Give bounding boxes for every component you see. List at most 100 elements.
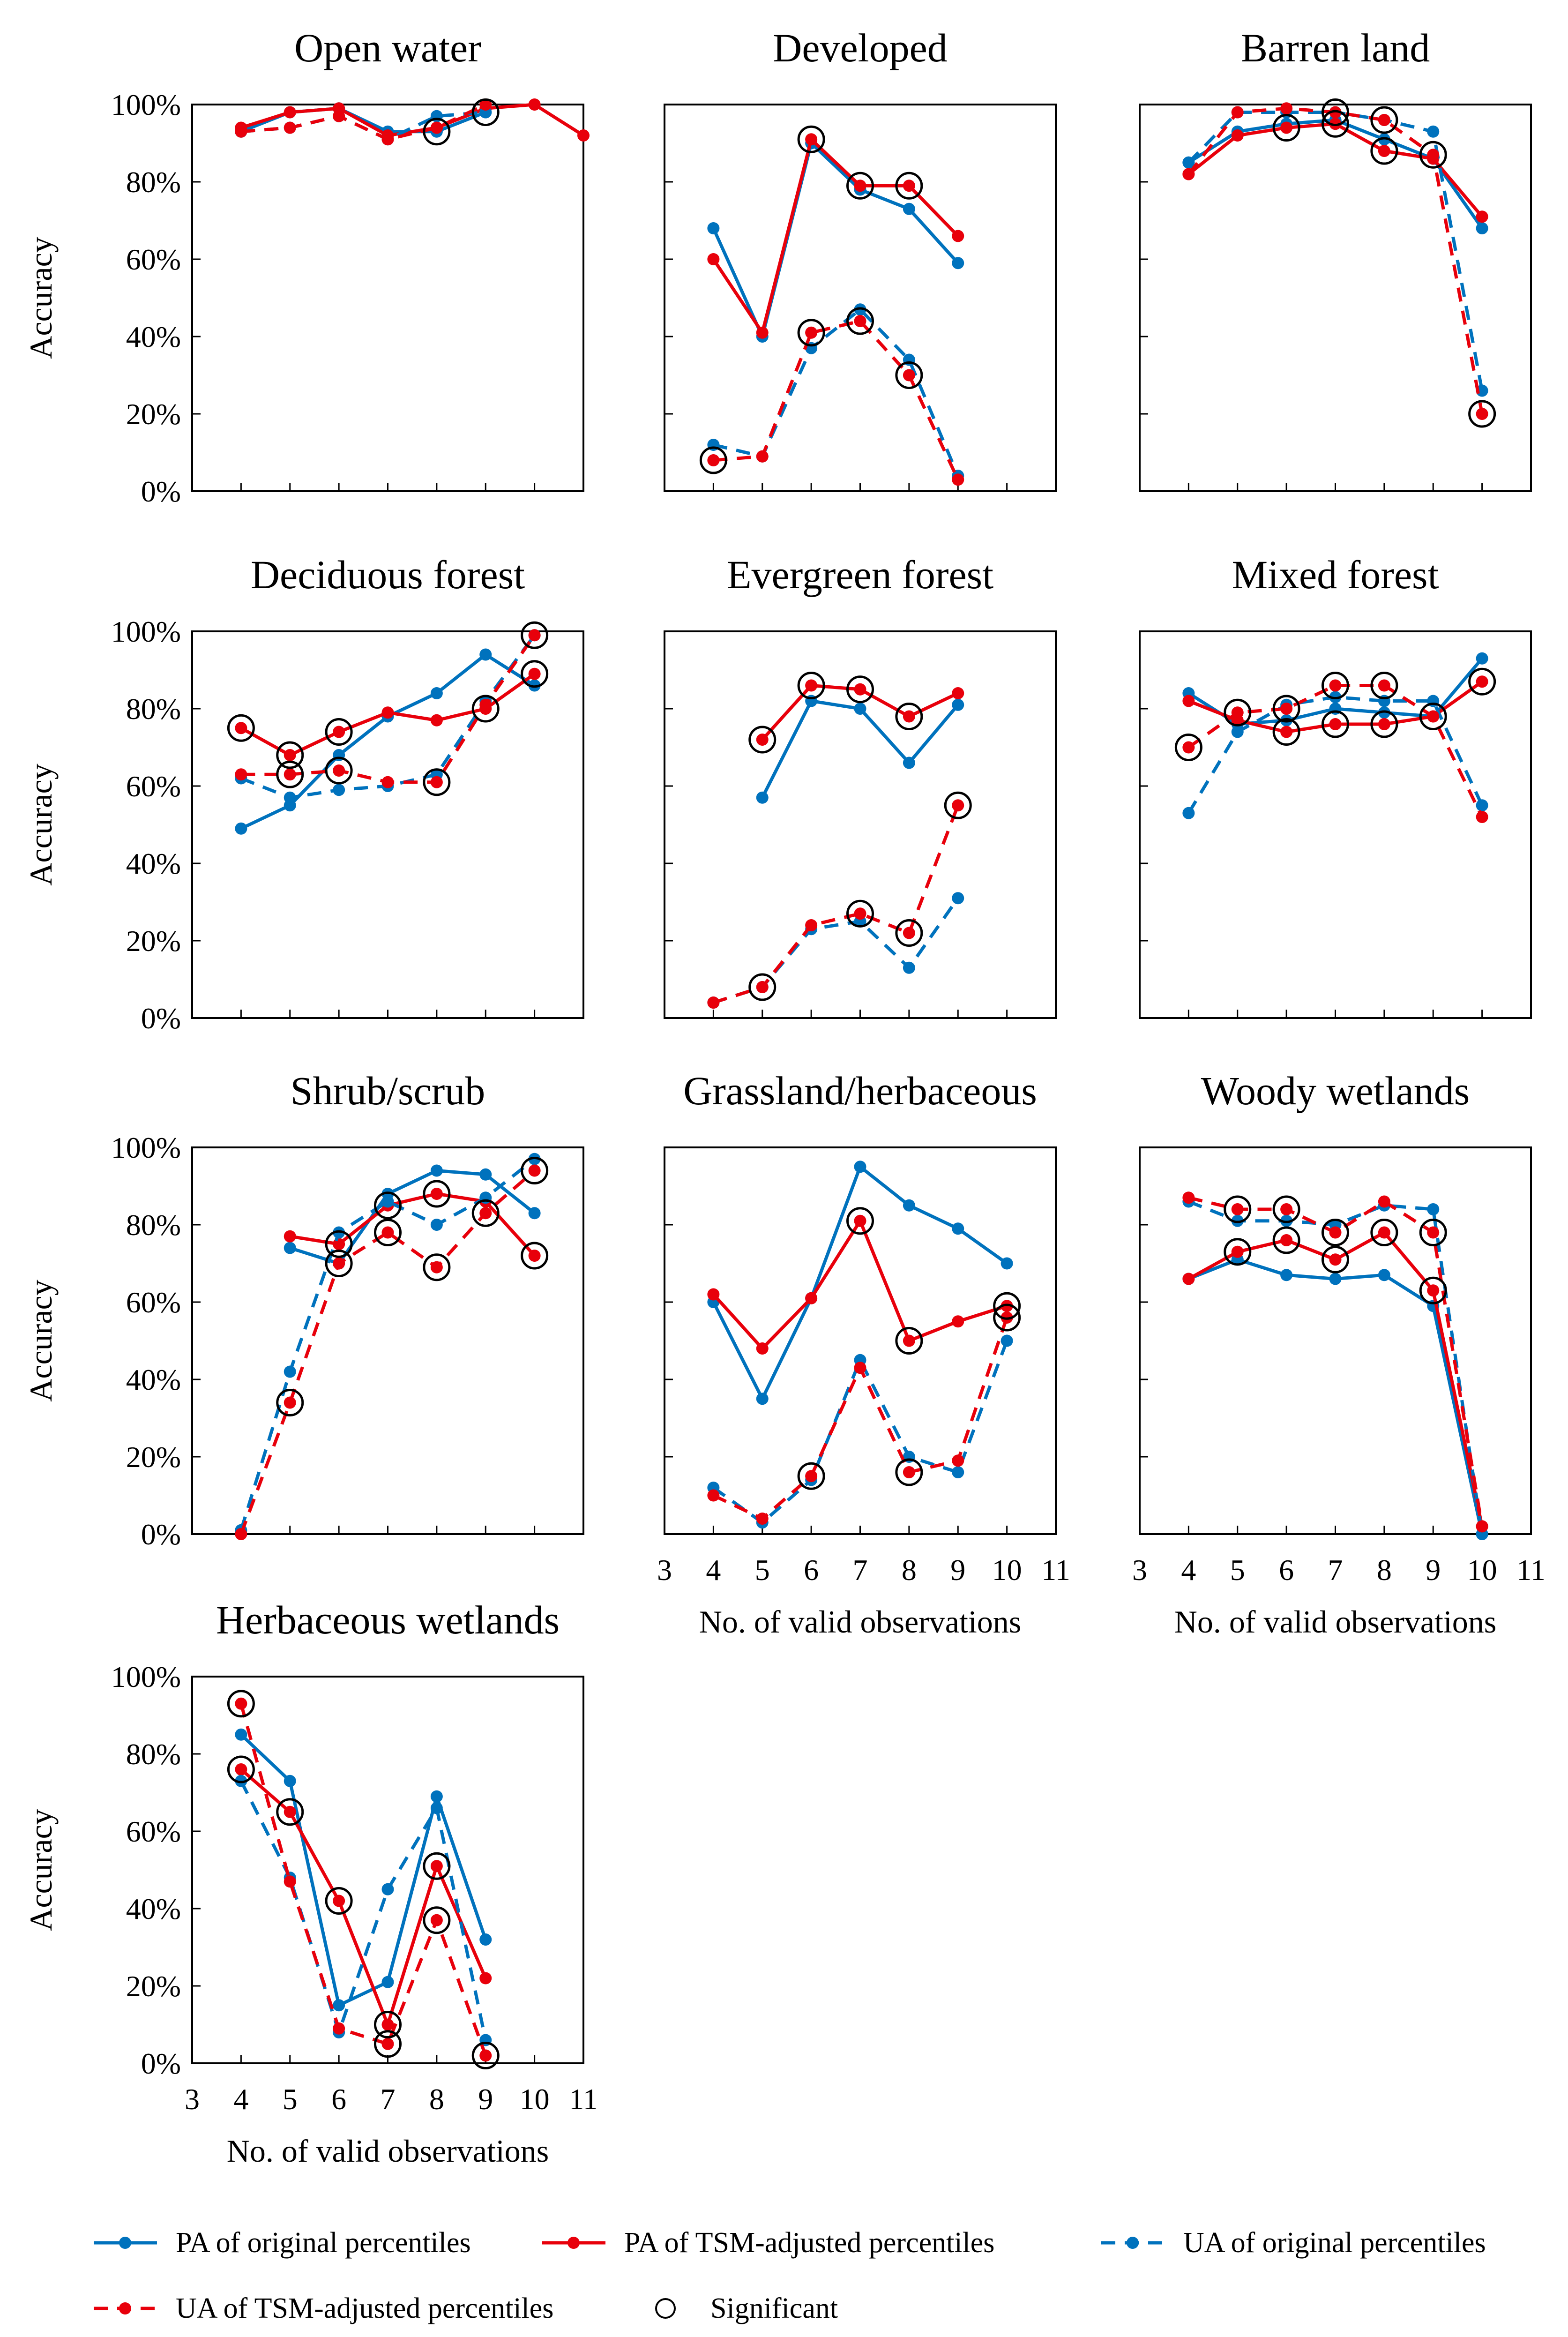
legend-label: UA of TSM-adjusted percentiles [176,2292,553,2324]
x-tick-label: 7 [381,2082,396,2116]
x-tick-label: 5 [283,2082,298,2116]
y-tick-label: 80% [126,1208,181,1242]
significant-marker [993,1292,1021,1320]
data-point [284,791,296,804]
data-point [430,1914,443,1926]
significant-marker [374,2011,402,2038]
data-point [854,703,866,715]
data-point [805,326,818,339]
data-point [1476,811,1488,823]
significant-marker [1419,141,1447,169]
significant-marker [1224,1195,1252,1223]
data-point [805,133,818,146]
significant-marker [1224,1238,1252,1266]
data-point [284,1775,296,1787]
y-tick-label: 100% [111,88,181,121]
significant-marker [471,1199,500,1227]
legend-label: Significant [710,2292,838,2324]
data-point [381,1226,394,1239]
data-point [952,698,964,711]
legend-item-ua-tsm: UA of TSM-adjusted percentiles [94,2292,553,2324]
data-point [430,1860,443,1873]
data-point [1280,1269,1293,1281]
significant-marker [797,125,825,153]
x-tick-label: 7 [1328,1553,1343,1587]
significant-marker [1322,110,1349,138]
significant-marker [1224,698,1252,727]
y-tick-label: 0% [141,1518,181,1551]
data-point [805,1292,818,1304]
data-point [952,1315,964,1328]
data-point [1427,1284,1440,1297]
data-point [952,230,964,242]
y-tick-label: 0% [141,1002,181,1035]
data-point [952,1454,964,1467]
data-point [854,1161,866,1173]
data-point [1476,799,1488,812]
significant-marker [846,899,874,928]
data-point [235,722,247,734]
data-point [707,1489,720,1502]
significant-marker [423,768,451,796]
data-point [1329,1253,1342,1266]
x-tick-label: 4 [706,1553,721,1587]
x-tick-label: 9 [478,2082,493,2116]
panel-title: Barren land [1241,25,1430,70]
significant-marker [1322,672,1349,699]
data-point [903,961,915,974]
x-tick-label: 5 [755,1553,770,1587]
data-point [1182,695,1195,707]
data-point [756,326,769,339]
legend-marker-swatch [1127,2237,1139,2249]
significant-marker [1272,114,1300,142]
significant-marker [325,1887,353,1915]
data-point [903,1334,915,1347]
significant-marker [374,2030,402,2058]
data-point [235,768,247,781]
data-point [1182,741,1195,754]
panel-title: Herbaceous wetlands [216,1597,560,1642]
data-point [577,129,590,142]
data-point [333,726,345,738]
data-point [854,1214,866,1227]
data-point [1182,1191,1195,1204]
series-line-pa-original [239,1733,487,2007]
data-point [1427,125,1440,138]
significant-marker [846,1207,874,1235]
y-tick-label: 40% [126,1892,181,1925]
data-point [284,749,296,761]
data-point [1329,1226,1342,1239]
data-point [284,121,296,134]
data-point [1378,1226,1390,1239]
legend-marker-swatch [567,2237,580,2249]
data-point [528,98,541,111]
data-point [381,776,394,788]
legend-item-pa-original: PA of original percentiles [94,2227,471,2259]
y-tick-label: 20% [126,924,181,958]
significant-marker [699,446,727,474]
significant-marker [895,703,923,730]
significant-marker [895,1327,923,1355]
data-point [903,180,915,192]
data-point [1280,121,1293,134]
data-point [952,1222,964,1235]
significant-marker [748,973,777,1001]
data-point [284,768,296,781]
significant-marker [1370,137,1398,165]
data-point [756,791,769,804]
x-axis-label: No. of valid observations [1174,1604,1496,1640]
data-point [333,764,345,777]
data-point [284,1805,296,1818]
data-point [756,734,769,746]
data-point [1280,726,1293,738]
panel-title: Deciduous forest [251,552,525,597]
data-point [707,1288,720,1301]
data-point [528,629,541,642]
data-point [333,784,345,796]
legend: PA of original percentiles PA of TSM-adju… [94,2227,1486,2324]
series-line-ua-tsm [239,1703,487,2056]
plot-frame [1139,104,1532,492]
series-line-ua-tsm [713,804,960,1004]
y-axis-label: Accuracy [23,1809,59,1931]
series-line-ua-original [713,897,960,1004]
